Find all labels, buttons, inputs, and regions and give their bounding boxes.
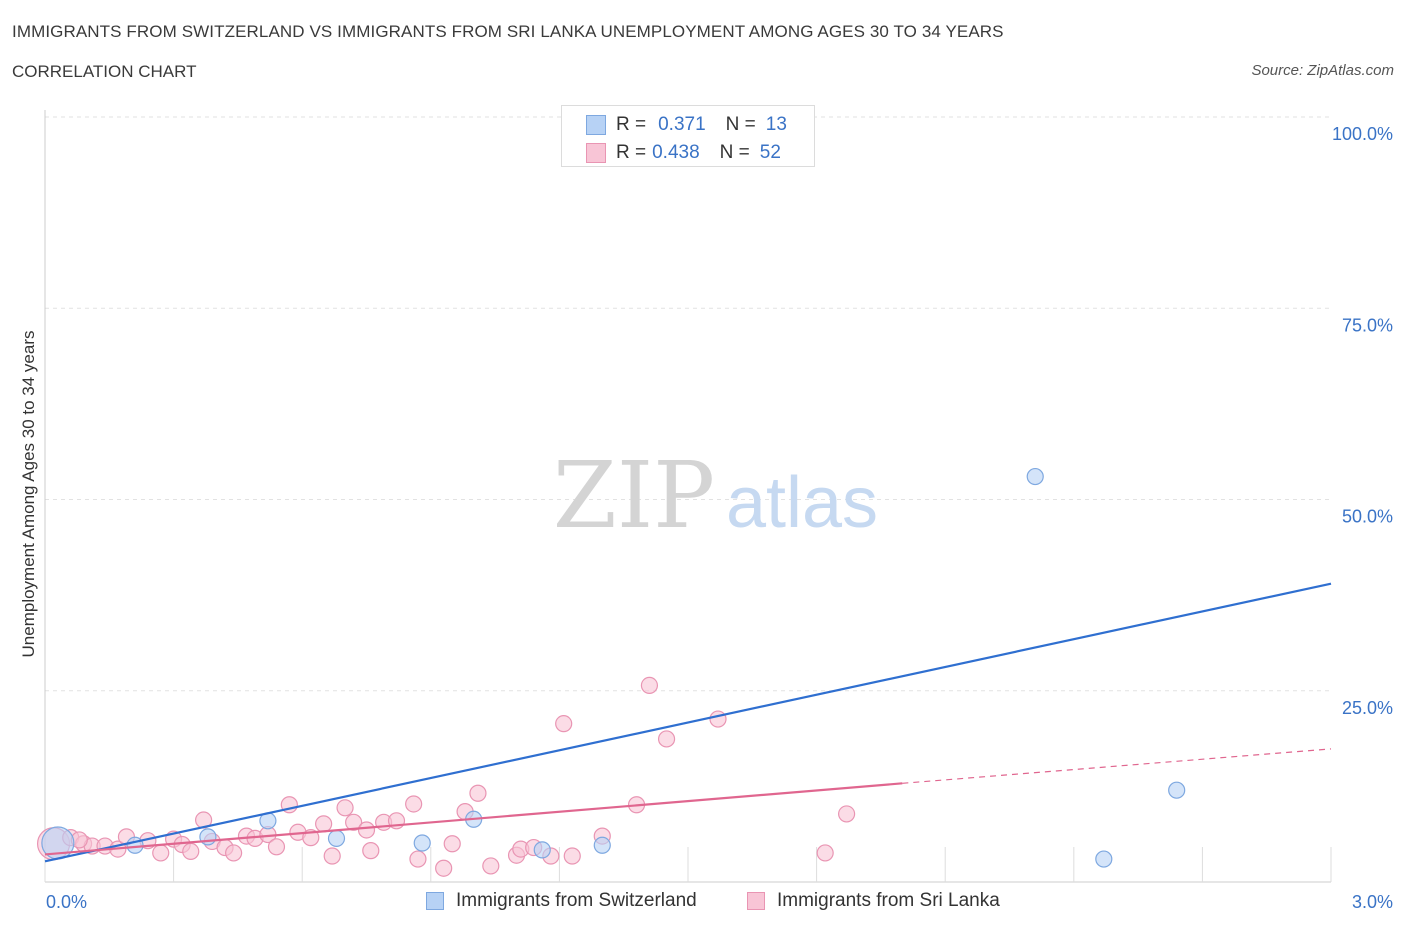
- legend-label-srilanka: Immigrants from Sri Lanka: [777, 890, 1000, 911]
- point-switzerland: [593, 836, 611, 854]
- y-tick-label: 50.0%: [1342, 507, 1393, 527]
- data-points: [36, 108, 1186, 877]
- r-value-srilanka: 0.438: [652, 142, 700, 163]
- legend-item-switzerland[interactable]: Immigrants from Switzerland: [426, 890, 697, 912]
- point-switzerland: [1168, 781, 1186, 799]
- point-srilanka: [405, 795, 423, 813]
- n-label: N =: [719, 142, 750, 163]
- y-tick-label: 25.0%: [1342, 698, 1393, 718]
- point-srilanka: [362, 842, 380, 860]
- trend-lines: [44, 582, 1332, 863]
- point-srilanka: [443, 835, 461, 853]
- point-srilanka: [640, 676, 659, 694]
- watermark: ZIP atlas: [553, 442, 878, 549]
- point-srilanka: [357, 821, 376, 839]
- point-switzerland: [1026, 467, 1044, 486]
- tick-labels: 25.0% 50.0% 75.0% 100.0% 0.0% 3.0%: [46, 124, 1393, 912]
- r-label: R =: [616, 142, 647, 163]
- chart-title: IMMIGRANTS FROM SWITZERLAND VS IMMIGRANT…: [12, 22, 1004, 41]
- legend-label-switzerland: Immigrants from Switzerland: [456, 890, 697, 911]
- stats-row-switzerland: R = 0.371 N = 13: [586, 113, 787, 137]
- point-srilanka: [409, 850, 427, 868]
- chart-subtitle: CORRELATION CHART: [12, 62, 197, 81]
- point-srilanka: [152, 844, 170, 862]
- legend-item-srilanka[interactable]: Immigrants from Sri Lanka: [747, 890, 1000, 912]
- trend-line-switzerland: [44, 582, 1332, 863]
- point-switzerland: [327, 829, 346, 847]
- x-tick-label: 0.0%: [46, 892, 87, 912]
- point-srilanka: [838, 805, 856, 823]
- point-srilanka: [482, 857, 500, 875]
- stats-box: R = 0.371 N = 13 R = 0.438 N = 52: [561, 105, 815, 167]
- point-srilanka: [657, 730, 676, 748]
- n-value-switzerland: 13: [765, 114, 787, 135]
- source-label: Source: ZipAtlas.com: [1251, 62, 1394, 79]
- point-srilanka: [816, 844, 834, 862]
- watermark-atlas: atlas: [726, 463, 878, 543]
- stats-row-srilanka: R = 0.438 N = 52: [586, 141, 781, 165]
- legend-swatch-switzerland: [426, 892, 444, 910]
- point-srilanka: [225, 844, 243, 862]
- point-switzerland: [533, 841, 551, 859]
- y-tick-label: 75.0%: [1342, 315, 1393, 335]
- point-srilanka: [563, 847, 581, 865]
- y-axis-label: Unemployment Among Ages 30 to 34 years: [19, 331, 38, 658]
- axes: [44, 110, 1332, 883]
- trend-line-srilanka: [44, 782, 903, 856]
- watermark-zip: ZIP: [553, 442, 715, 549]
- r-label: R =: [616, 114, 647, 135]
- point-srilanka: [555, 715, 573, 733]
- y-tick-label: 100.0%: [1332, 124, 1393, 144]
- switzerland-swatch: [586, 115, 606, 135]
- point-srilanka: [182, 842, 200, 861]
- point-switzerland: [1095, 850, 1113, 868]
- point-srilanka: [709, 710, 727, 728]
- point-srilanka: [323, 847, 341, 865]
- r-value-switzerland: 0.371: [658, 114, 706, 135]
- legend-swatch-srilanka: [747, 892, 765, 910]
- point-srilanka: [315, 815, 333, 833]
- point-srilanka: [267, 838, 286, 856]
- trend-line-srilanka-extension: [902, 748, 1332, 784]
- n-label: N =: [725, 114, 756, 135]
- n-value-srilanka: 52: [759, 142, 781, 163]
- point-srilanka: [336, 799, 354, 817]
- x-tick-label: 3.0%: [1352, 892, 1393, 912]
- grid-lines: [45, 116, 1331, 692]
- point-switzerland: [413, 834, 431, 852]
- point-srilanka: [435, 859, 453, 877]
- point-srilanka: [345, 813, 363, 831]
- srilanka-swatch: [586, 143, 606, 163]
- point-srilanka: [469, 784, 487, 802]
- chart-legend: Immigrants from Switzerland Immigrants f…: [0, 890, 1406, 914]
